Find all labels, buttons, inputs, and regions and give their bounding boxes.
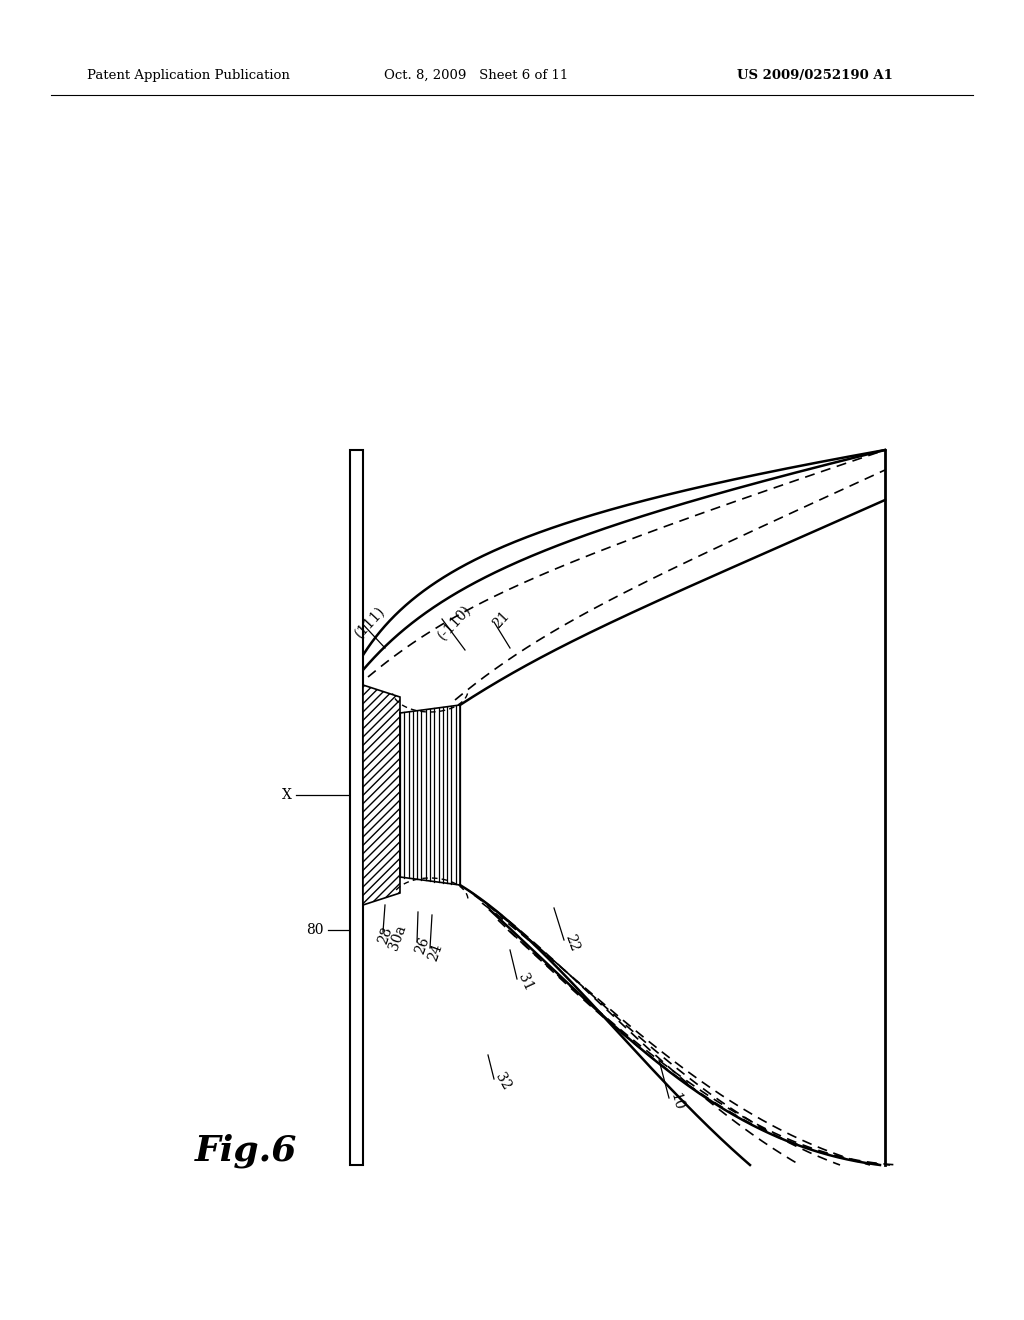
- Text: 24: 24: [426, 941, 445, 962]
- Text: 22: 22: [562, 932, 582, 953]
- Text: Oct. 8, 2009   Sheet 6 of 11: Oct. 8, 2009 Sheet 6 of 11: [384, 69, 568, 82]
- Polygon shape: [362, 685, 400, 906]
- Text: 80: 80: [306, 923, 324, 937]
- Text: Fig.6: Fig.6: [195, 1134, 297, 1168]
- Text: US 2009/0252190 A1: US 2009/0252190 A1: [737, 69, 893, 82]
- Text: X: X: [283, 788, 292, 803]
- Text: (111): (111): [352, 603, 388, 640]
- Text: 21: 21: [490, 609, 512, 631]
- Text: 31: 31: [515, 972, 536, 993]
- Text: 32: 32: [492, 1071, 513, 1093]
- Text: (-110): (-110): [435, 602, 474, 642]
- Text: 10: 10: [667, 1090, 685, 1111]
- Text: 30a: 30a: [387, 923, 409, 952]
- Bar: [350, 450, 362, 1166]
- Text: Patent Application Publication: Patent Application Publication: [87, 69, 290, 82]
- Text: 26: 26: [413, 935, 432, 956]
- Text: 28: 28: [376, 924, 395, 945]
